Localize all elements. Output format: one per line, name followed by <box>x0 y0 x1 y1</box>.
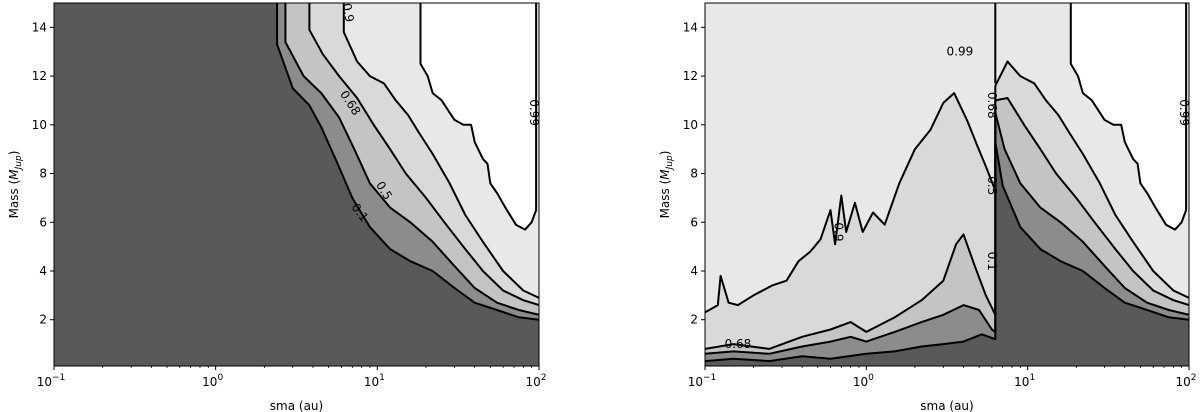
contour-label: 0.99 <box>527 99 541 126</box>
region-above-0.99 <box>1070 3 1187 230</box>
contour-label: 0.1 <box>985 252 999 271</box>
y-axis-label: Mass (MJup) <box>7 151 24 219</box>
contour-line-0.99 <box>1069 3 1188 231</box>
contour-line-0.9 <box>342 3 539 299</box>
y-tick-label: 12 <box>683 69 698 83</box>
x-tick-label: 10−1 <box>37 373 66 389</box>
x-tick-label: 101 <box>1014 373 1035 389</box>
contour-label: 0.99 <box>947 45 974 59</box>
x-tick-label: 100 <box>853 373 874 389</box>
y-tick-label: 8 <box>690 167 698 181</box>
y-tick-label: 12 <box>32 69 47 83</box>
y-tick-label: 4 <box>39 264 47 278</box>
plot-area <box>54 3 539 366</box>
y-tick-label: 10 <box>683 118 698 132</box>
plot-frame <box>53 2 540 367</box>
contour-line-0.1 <box>705 140 1189 363</box>
x-axis-label: sma (au) <box>270 399 323 412</box>
x-tick-label: 102 <box>525 373 546 389</box>
x-tick-label: 102 <box>1175 373 1196 389</box>
plot-frame <box>704 2 1190 367</box>
y-tick-label: 4 <box>690 264 698 278</box>
y-tick-label: 6 <box>39 215 47 229</box>
contour-line-0.5 <box>284 3 539 316</box>
contour-label: 0.99 <box>1177 99 1191 126</box>
y-axis-label: Mass (MJup) <box>658 151 675 219</box>
contour-label: 0.5 <box>985 176 999 195</box>
x-tick-label: 10−1 <box>688 373 717 389</box>
contour-line-0.99 <box>419 3 538 231</box>
x-tick-label: 101 <box>364 373 385 389</box>
right-contour-panel: 0.99 0.68 0.9 0.5 0.1 0.68 0.99 2 4 6 8 10 12 14 10−1 1… <box>658 2 1197 412</box>
region-above-0.99 <box>420 3 537 230</box>
region-above-0.9 <box>705 3 1189 313</box>
contour-line-0.68 <box>705 97 1189 350</box>
contour-label: 0.68 <box>985 92 999 119</box>
y-tick-label: 14 <box>32 20 47 34</box>
y-tick-label: 6 <box>690 215 698 229</box>
y-tick-label: 14 <box>683 20 698 34</box>
contour-line-0.9 <box>705 60 1189 314</box>
contour-label: 0.9 <box>831 222 845 241</box>
x-tick-label: 100 <box>202 373 223 389</box>
contour-line-0.5 <box>705 111 1189 355</box>
x-axis-label: sma (au) <box>920 399 973 412</box>
y-tick-label: 2 <box>39 313 47 327</box>
contour-line-0.68 <box>308 3 539 307</box>
contour-label: 0.68 <box>725 337 752 351</box>
y-tick-label: 2 <box>690 313 698 327</box>
y-tick-label: 10 <box>32 118 47 132</box>
y-tick-label: 8 <box>39 167 47 181</box>
plot-area <box>705 3 1189 366</box>
contour-label: 0.9 <box>340 2 357 23</box>
contour-line-0.1 <box>276 3 539 321</box>
